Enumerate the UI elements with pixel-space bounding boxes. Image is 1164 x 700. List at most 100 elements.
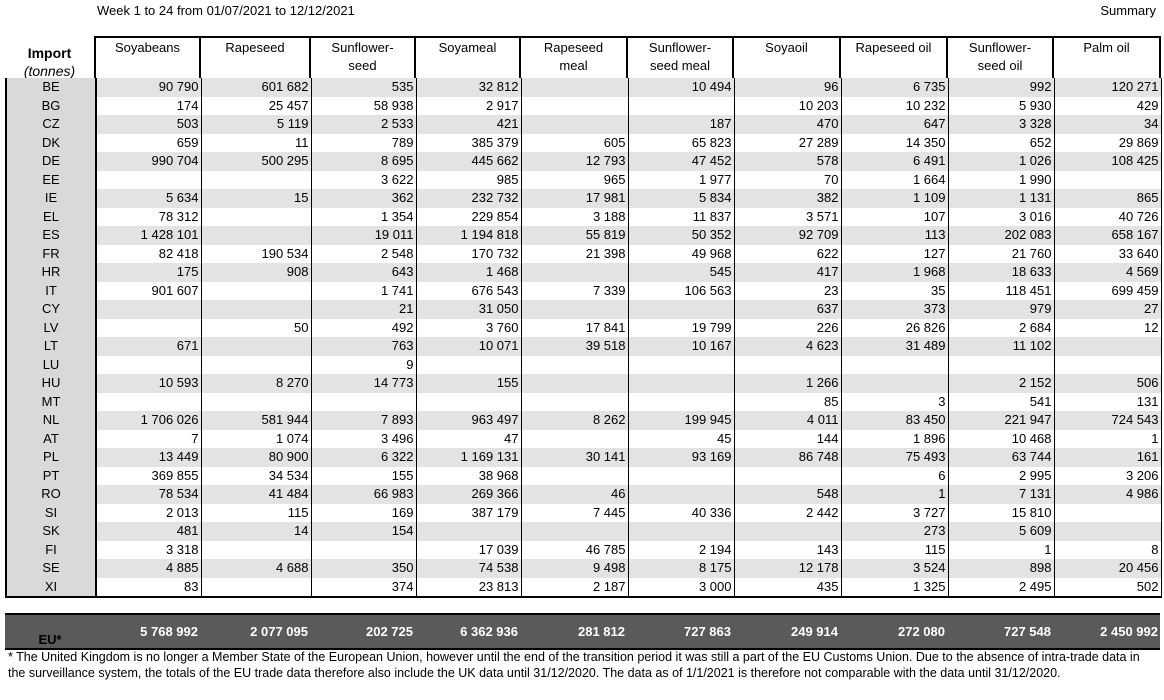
cell: 14 350 bbox=[840, 133, 949, 152]
row: MT 85 3 541 131 bbox=[5, 392, 1162, 411]
cell bbox=[415, 522, 522, 541]
cell: 78 534 bbox=[95, 485, 202, 504]
column-header: Sunflower-seed bbox=[309, 36, 416, 84]
cell: 19 799 bbox=[627, 318, 735, 337]
cell: 17 841 bbox=[520, 318, 629, 337]
cell: 3 727 bbox=[840, 503, 949, 522]
cell: 32 812 bbox=[415, 78, 522, 97]
cell: 8 270 bbox=[200, 374, 312, 393]
cell: 3 496 bbox=[310, 429, 417, 448]
row: SI 2 013 115 169 387 179 7 445 40 336 2 442 3 72… bbox=[5, 503, 1162, 522]
cell: 85 bbox=[733, 392, 842, 411]
cell bbox=[310, 392, 417, 411]
cell: 65 823 bbox=[627, 133, 735, 152]
cell: 1 741 bbox=[310, 281, 417, 300]
cell: 78 312 bbox=[95, 207, 202, 226]
total-cell: 6 362 936 bbox=[415, 613, 520, 650]
cell: 992 bbox=[947, 78, 1055, 97]
cell: 2 495 bbox=[947, 577, 1055, 598]
total-cell: 727 548 bbox=[947, 613, 1053, 650]
cell: 3 524 bbox=[840, 559, 949, 578]
total-cell: 281 812 bbox=[520, 613, 627, 650]
row: DK 659 11 789 385 379 605 65 823 27 289 14 350 65… bbox=[5, 133, 1162, 152]
cell: 7 bbox=[95, 429, 202, 448]
row-label: MT bbox=[5, 392, 97, 411]
cell: 676 543 bbox=[415, 281, 522, 300]
cell: 154 bbox=[310, 522, 417, 541]
cell bbox=[627, 300, 735, 319]
cell: 3 622 bbox=[310, 170, 417, 189]
cell: 622 bbox=[733, 244, 842, 263]
row: SK 481 14 154 273 5 609 bbox=[5, 522, 1162, 541]
row-label: PL bbox=[5, 448, 97, 467]
cell: 8 175 bbox=[627, 559, 735, 578]
cell: 1 468 bbox=[415, 263, 522, 282]
cell: 96 bbox=[733, 78, 842, 97]
cell: 581 944 bbox=[200, 411, 312, 430]
cell: 12 178 bbox=[733, 559, 842, 578]
cell: 1 bbox=[840, 485, 949, 504]
cell: 8 262 bbox=[520, 411, 629, 430]
cell: 70 bbox=[733, 170, 842, 189]
cell: 865 bbox=[1053, 189, 1162, 208]
row: PT 369 855 34 534 155 38 968 6 2 995 3 206 bbox=[5, 466, 1162, 485]
row: FR 82 418 190 534 2 548 170 732 21 398 49 968 6… bbox=[5, 244, 1162, 263]
row-label: SE bbox=[5, 559, 97, 578]
cell: 3 328 bbox=[947, 115, 1055, 134]
cell bbox=[200, 226, 312, 245]
total-label: EU* bbox=[5, 613, 95, 650]
cell: 385 379 bbox=[415, 133, 522, 152]
cell bbox=[310, 540, 417, 559]
row-label: FI bbox=[5, 540, 97, 559]
cell: 31 489 bbox=[840, 337, 949, 356]
cell: 38 968 bbox=[415, 466, 522, 485]
cell: 221 947 bbox=[947, 411, 1055, 430]
cell: 1 131 bbox=[947, 189, 1055, 208]
cell bbox=[1053, 522, 1162, 541]
cell: 6 491 bbox=[840, 152, 949, 171]
cell bbox=[200, 207, 312, 226]
cell: 10 494 bbox=[627, 78, 735, 97]
row: BG 174 25 457 58 938 2 917 10 203 10 232 5 930 4… bbox=[5, 96, 1162, 115]
cell: 169 bbox=[310, 503, 417, 522]
cell: 55 819 bbox=[520, 226, 629, 245]
cell: 1 354 bbox=[310, 207, 417, 226]
cell: 421 bbox=[415, 115, 522, 134]
cell: 535 bbox=[310, 78, 417, 97]
cell: 161 bbox=[1053, 448, 1162, 467]
cell: 2 442 bbox=[733, 503, 842, 522]
cell: 187 bbox=[627, 115, 735, 134]
column-header: Soyabeans bbox=[94, 36, 201, 84]
cell: 34 534 bbox=[200, 466, 312, 485]
row-label: FR bbox=[5, 244, 97, 263]
cell: 155 bbox=[310, 466, 417, 485]
cell: 990 704 bbox=[95, 152, 202, 171]
cell: 5 119 bbox=[200, 115, 312, 134]
cell bbox=[733, 355, 842, 374]
cell bbox=[200, 577, 312, 598]
cell: 659 bbox=[95, 133, 202, 152]
cell: 658 167 bbox=[1053, 226, 1162, 245]
cell: 47 bbox=[415, 429, 522, 448]
row-label: EL bbox=[5, 207, 97, 226]
column-header: Rapeseed bbox=[199, 36, 311, 84]
cell bbox=[95, 318, 202, 337]
row-label: LV bbox=[5, 318, 97, 337]
cell: 174 bbox=[95, 96, 202, 115]
column-header-line: Sunflower- bbox=[968, 40, 1032, 55]
cell: 175 bbox=[95, 263, 202, 282]
cell: 2 194 bbox=[627, 540, 735, 559]
cell bbox=[200, 300, 312, 319]
row-label: HR bbox=[5, 263, 97, 282]
cell: 14 773 bbox=[310, 374, 417, 393]
cell bbox=[520, 466, 629, 485]
row-label: PT bbox=[5, 466, 97, 485]
cell: 578 bbox=[733, 152, 842, 171]
cell: 131 bbox=[1053, 392, 1162, 411]
cell bbox=[627, 392, 735, 411]
cell: 4 986 bbox=[1053, 485, 1162, 504]
column-header: Palm oil bbox=[1052, 36, 1161, 84]
row-label: SI bbox=[5, 503, 97, 522]
cell: 1 bbox=[1053, 429, 1162, 448]
cell: 40 726 bbox=[1053, 207, 1162, 226]
